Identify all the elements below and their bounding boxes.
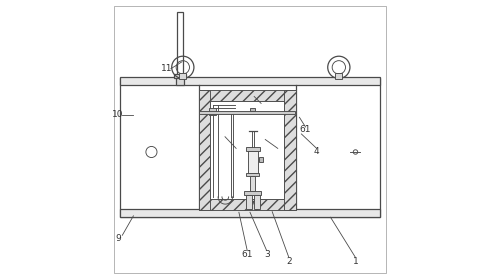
Bar bbox=[246, 147, 260, 151]
Bar bbox=[246, 173, 260, 176]
Bar bbox=[179, 73, 186, 79]
Bar bbox=[254, 195, 260, 209]
Bar bbox=[120, 77, 380, 85]
Bar bbox=[198, 199, 296, 210]
Text: 61: 61 bbox=[300, 125, 312, 134]
Bar bbox=[174, 74, 186, 78]
Bar bbox=[120, 78, 380, 217]
Text: 11: 11 bbox=[161, 64, 172, 73]
Bar bbox=[209, 108, 216, 115]
Text: 10: 10 bbox=[112, 110, 124, 119]
Bar bbox=[335, 73, 342, 79]
Bar bbox=[198, 90, 296, 101]
Bar bbox=[250, 108, 256, 111]
Bar bbox=[246, 195, 252, 209]
Text: 9: 9 bbox=[116, 234, 121, 242]
Bar bbox=[120, 209, 380, 217]
Text: 5: 5 bbox=[275, 148, 280, 157]
Bar bbox=[199, 111, 296, 114]
Text: 62: 62 bbox=[256, 102, 267, 111]
Text: 4: 4 bbox=[314, 148, 320, 157]
Bar bbox=[259, 157, 263, 162]
Bar bbox=[250, 176, 256, 191]
Text: 3: 3 bbox=[264, 250, 270, 259]
Bar bbox=[248, 151, 258, 173]
Bar bbox=[198, 90, 210, 210]
Text: 61: 61 bbox=[242, 250, 253, 259]
Bar bbox=[176, 78, 184, 85]
Text: 1: 1 bbox=[352, 257, 358, 266]
Bar bbox=[244, 191, 261, 195]
Text: 2: 2 bbox=[286, 257, 292, 266]
Bar bbox=[210, 101, 284, 199]
Text: 7: 7 bbox=[233, 148, 239, 157]
Bar bbox=[177, 12, 183, 77]
Bar bbox=[284, 90, 296, 210]
